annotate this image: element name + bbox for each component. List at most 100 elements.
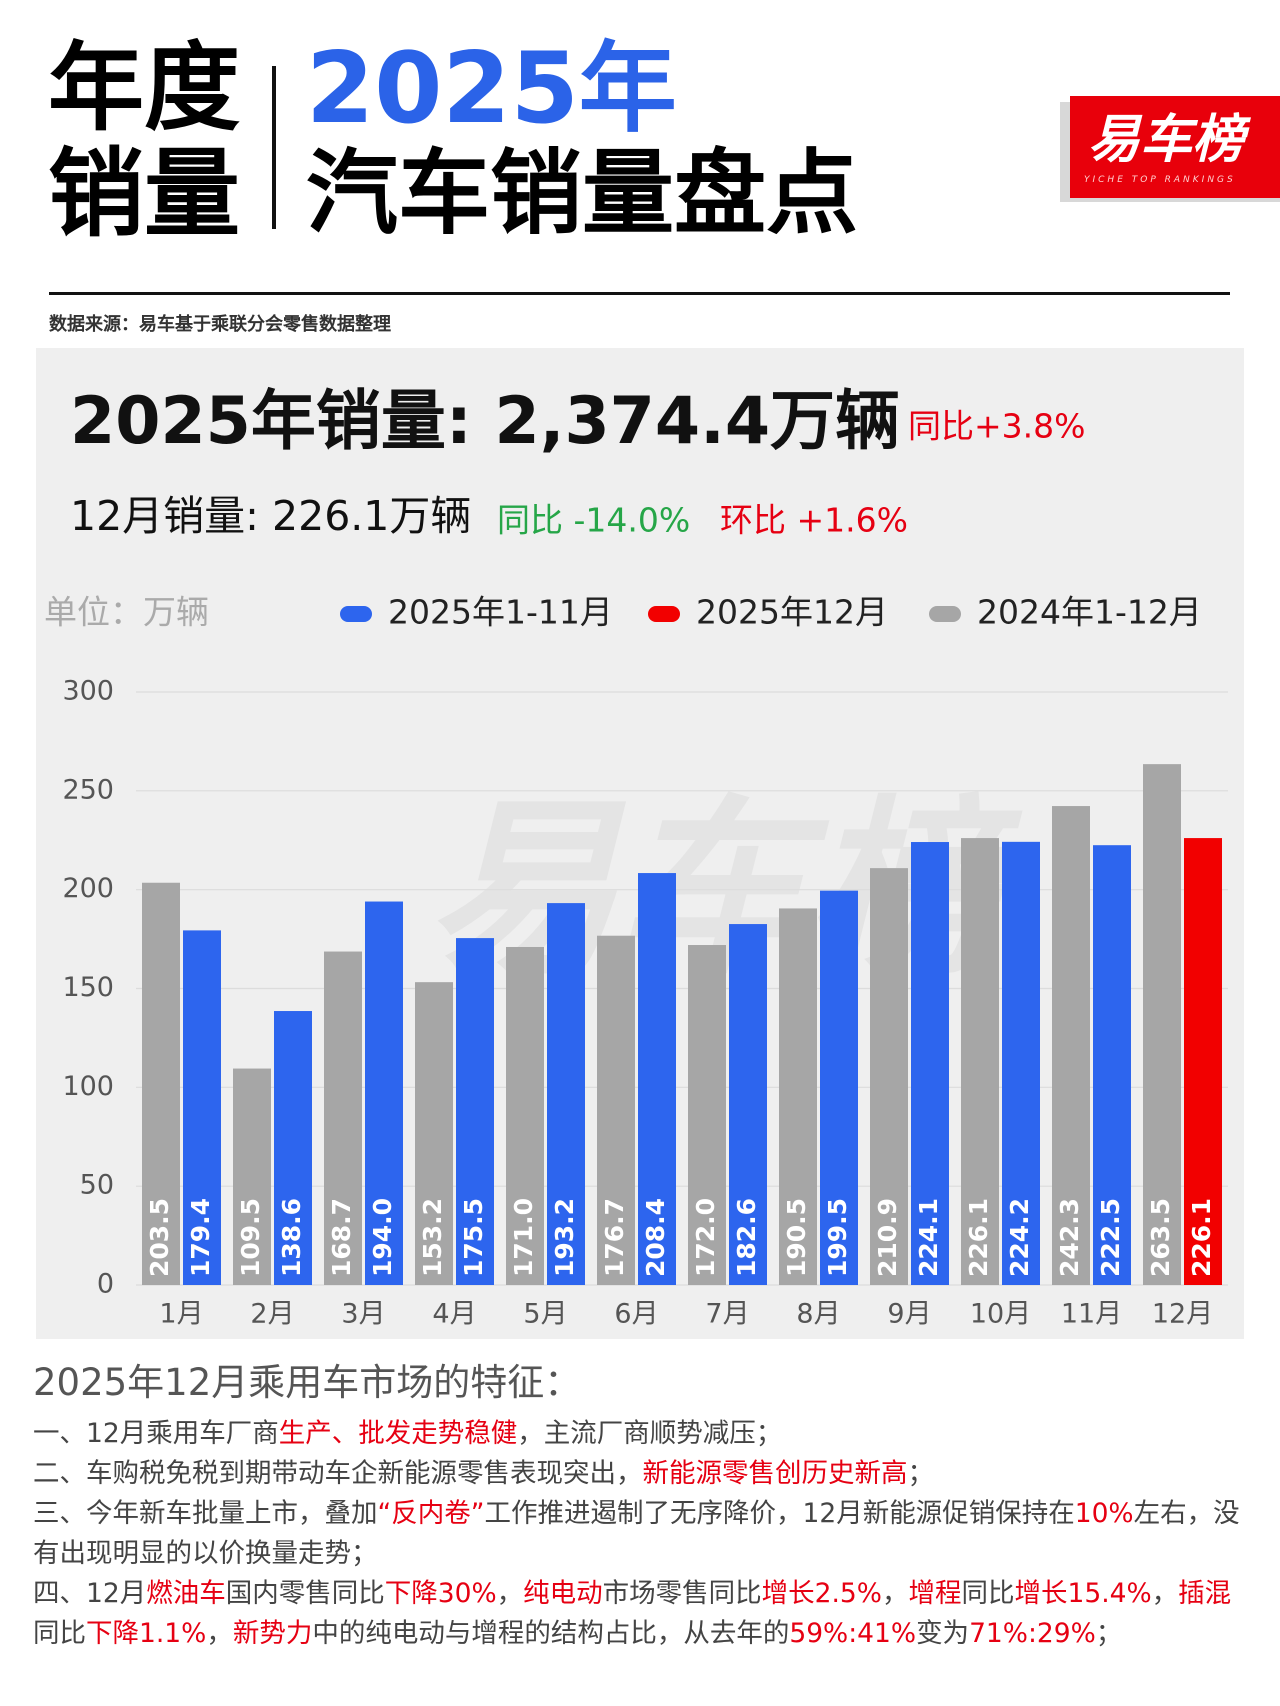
value-label: 179.4 — [186, 1198, 215, 1277]
notes: 2025年12月乘用车市场的特征： 一、12月乘用车厂商生产、批发走势稳健，主流厂… — [33, 1352, 1255, 1654]
bar — [911, 842, 949, 1285]
bar — [779, 908, 817, 1285]
annual-total: 2025年销量: 2,374.4万辆 — [70, 384, 900, 459]
value-label: 199.5 — [823, 1198, 852, 1277]
annual-yoy: 同比+3.8% — [908, 407, 1086, 446]
value-label: 224.2 — [1005, 1198, 1034, 1277]
value-label: 226.1 — [964, 1198, 993, 1277]
bar — [274, 1011, 312, 1285]
x-tick-label: 4月 — [432, 1299, 476, 1330]
note-text: 一、12月乘用车厂商 — [33, 1418, 279, 1449]
bar — [961, 838, 999, 1285]
bar — [506, 946, 544, 1285]
legend-marker — [929, 606, 961, 622]
note-emphasis: 59%:41% — [789, 1618, 917, 1649]
value-label: 168.7 — [327, 1198, 356, 1277]
header-divider — [272, 66, 276, 229]
notes-title: 2025年12月乘用车市场的特征： — [33, 1361, 582, 1404]
note-item: 四、12月燃油车国内零售同比下降30%，纯电动市场零售同比增长2.5%，增程同比… — [33, 1574, 1255, 1654]
note-emphasis: 71%:29% — [969, 1618, 1096, 1649]
value-label: 224.1 — [914, 1198, 943, 1277]
x-tick-label: 7月 — [705, 1299, 749, 1330]
december-mom: 环比 +1.6% — [720, 501, 908, 540]
note-text: 四、12月 — [33, 1578, 147, 1609]
bar — [1052, 806, 1090, 1285]
note-emphasis: 纯电动 — [523, 1578, 603, 1609]
legend-marker — [340, 606, 372, 622]
value-label: 171.0 — [509, 1198, 538, 1277]
x-tick-label: 8月 — [796, 1299, 840, 1330]
value-label: 263.5 — [1146, 1198, 1175, 1277]
note-text: 市场零售同比 — [602, 1578, 762, 1609]
y-tick-label: 200 — [62, 873, 114, 904]
note-text: 中的纯电动与增程的结构占比，从去年的 — [312, 1618, 790, 1649]
note-item: 三、今年新车批量上市，叠加“反内卷”工作推进遏制了无序降价，12月新能源促销保持… — [33, 1494, 1255, 1574]
bar — [820, 890, 858, 1285]
bar — [456, 938, 494, 1285]
bar — [597, 935, 635, 1285]
note-text: 三、今年新车批量上市，叠加 — [33, 1498, 378, 1529]
note-emphasis: 下降1.1% — [86, 1618, 207, 1649]
value-label: 226.1 — [1187, 1198, 1216, 1277]
bar — [183, 930, 221, 1285]
value-label: 182.6 — [732, 1198, 761, 1277]
december-yoy: 同比 -14.0% — [497, 501, 690, 540]
x-tick-label: 5月 — [523, 1299, 567, 1330]
note-emphasis: 增程 — [908, 1578, 962, 1609]
value-label: 138.6 — [277, 1198, 306, 1277]
bar — [415, 982, 453, 1285]
y-tick-label: 300 — [62, 676, 114, 707]
header-year: 2025年 — [306, 32, 677, 146]
value-label: 153.2 — [418, 1198, 447, 1277]
value-label: 222.5 — [1096, 1198, 1125, 1277]
note-text: ， — [496, 1578, 524, 1609]
x-tick-label: 2月 — [250, 1299, 294, 1330]
x-tick-label: 1月 — [159, 1299, 203, 1330]
note-text: 变为 — [916, 1618, 970, 1649]
note-emphasis: “反内卷” — [377, 1498, 485, 1529]
bar — [870, 868, 908, 1285]
x-tick-label: 9月 — [887, 1299, 931, 1330]
legend-marker — [648, 606, 680, 622]
legend-label: 2025年12月 — [696, 593, 888, 632]
note-emphasis: 下降30% — [384, 1578, 497, 1609]
bar — [688, 945, 726, 1285]
x-tick-label: 3月 — [341, 1299, 385, 1330]
note-emphasis: 10% — [1074, 1498, 1134, 1529]
note-text: ； — [1095, 1618, 1123, 1649]
y-tick-label: 0 — [97, 1269, 114, 1300]
note-text: 左右，没有出现明显的以价换量走势； — [33, 1498, 1240, 1569]
note-text: 同比 — [961, 1578, 1015, 1609]
legend-label: 2024年1-12月 — [977, 593, 1202, 632]
value-label: 193.2 — [550, 1198, 579, 1277]
bar — [142, 882, 180, 1285]
logo-text: 易车榜 — [1088, 110, 1245, 170]
note-text: 二、车购税免税到期带动车企新能源零售表现突出， — [33, 1458, 643, 1489]
bar — [233, 1068, 271, 1285]
header-title: 汽车销量盘点 — [306, 140, 859, 247]
note-text: 国内零售同比 — [225, 1578, 385, 1609]
note-text: ，主流厂商顺势减压； — [517, 1418, 783, 1449]
x-tick-label: 6月 — [614, 1299, 658, 1330]
value-label: 190.5 — [782, 1198, 811, 1277]
bar — [638, 873, 676, 1285]
note-emphasis: 生产、批发走势稳健 — [278, 1418, 518, 1449]
note-emphasis: 插混 — [1178, 1578, 1232, 1609]
chart: 2025年销量: 2,374.4万辆 同比+3.8% 12月销量: 226.1万… — [36, 348, 1244, 1339]
note-text: ， — [1151, 1578, 1179, 1609]
bar — [1143, 764, 1181, 1285]
value-label: 208.4 — [641, 1198, 670, 1277]
december-total: 12月销量: 226.1万辆 — [70, 492, 471, 540]
note-text: ； — [907, 1458, 935, 1489]
source: 数据来源：易车基于乘联分会零售数据整理 — [49, 314, 391, 335]
note-text: 同比 — [33, 1618, 86, 1649]
note-item: 一、12月乘用车厂商生产、批发走势稳健，主流厂商顺势减压； — [33, 1414, 1255, 1454]
note-emphasis: 增长15.4% — [1014, 1578, 1152, 1609]
value-label: 194.0 — [368, 1198, 397, 1277]
x-tick-label: 12月 — [1152, 1299, 1213, 1330]
y-tick-label: 250 — [62, 774, 114, 805]
value-label: 203.5 — [145, 1198, 174, 1277]
bar — [547, 903, 585, 1285]
note-text: ， — [881, 1578, 909, 1609]
